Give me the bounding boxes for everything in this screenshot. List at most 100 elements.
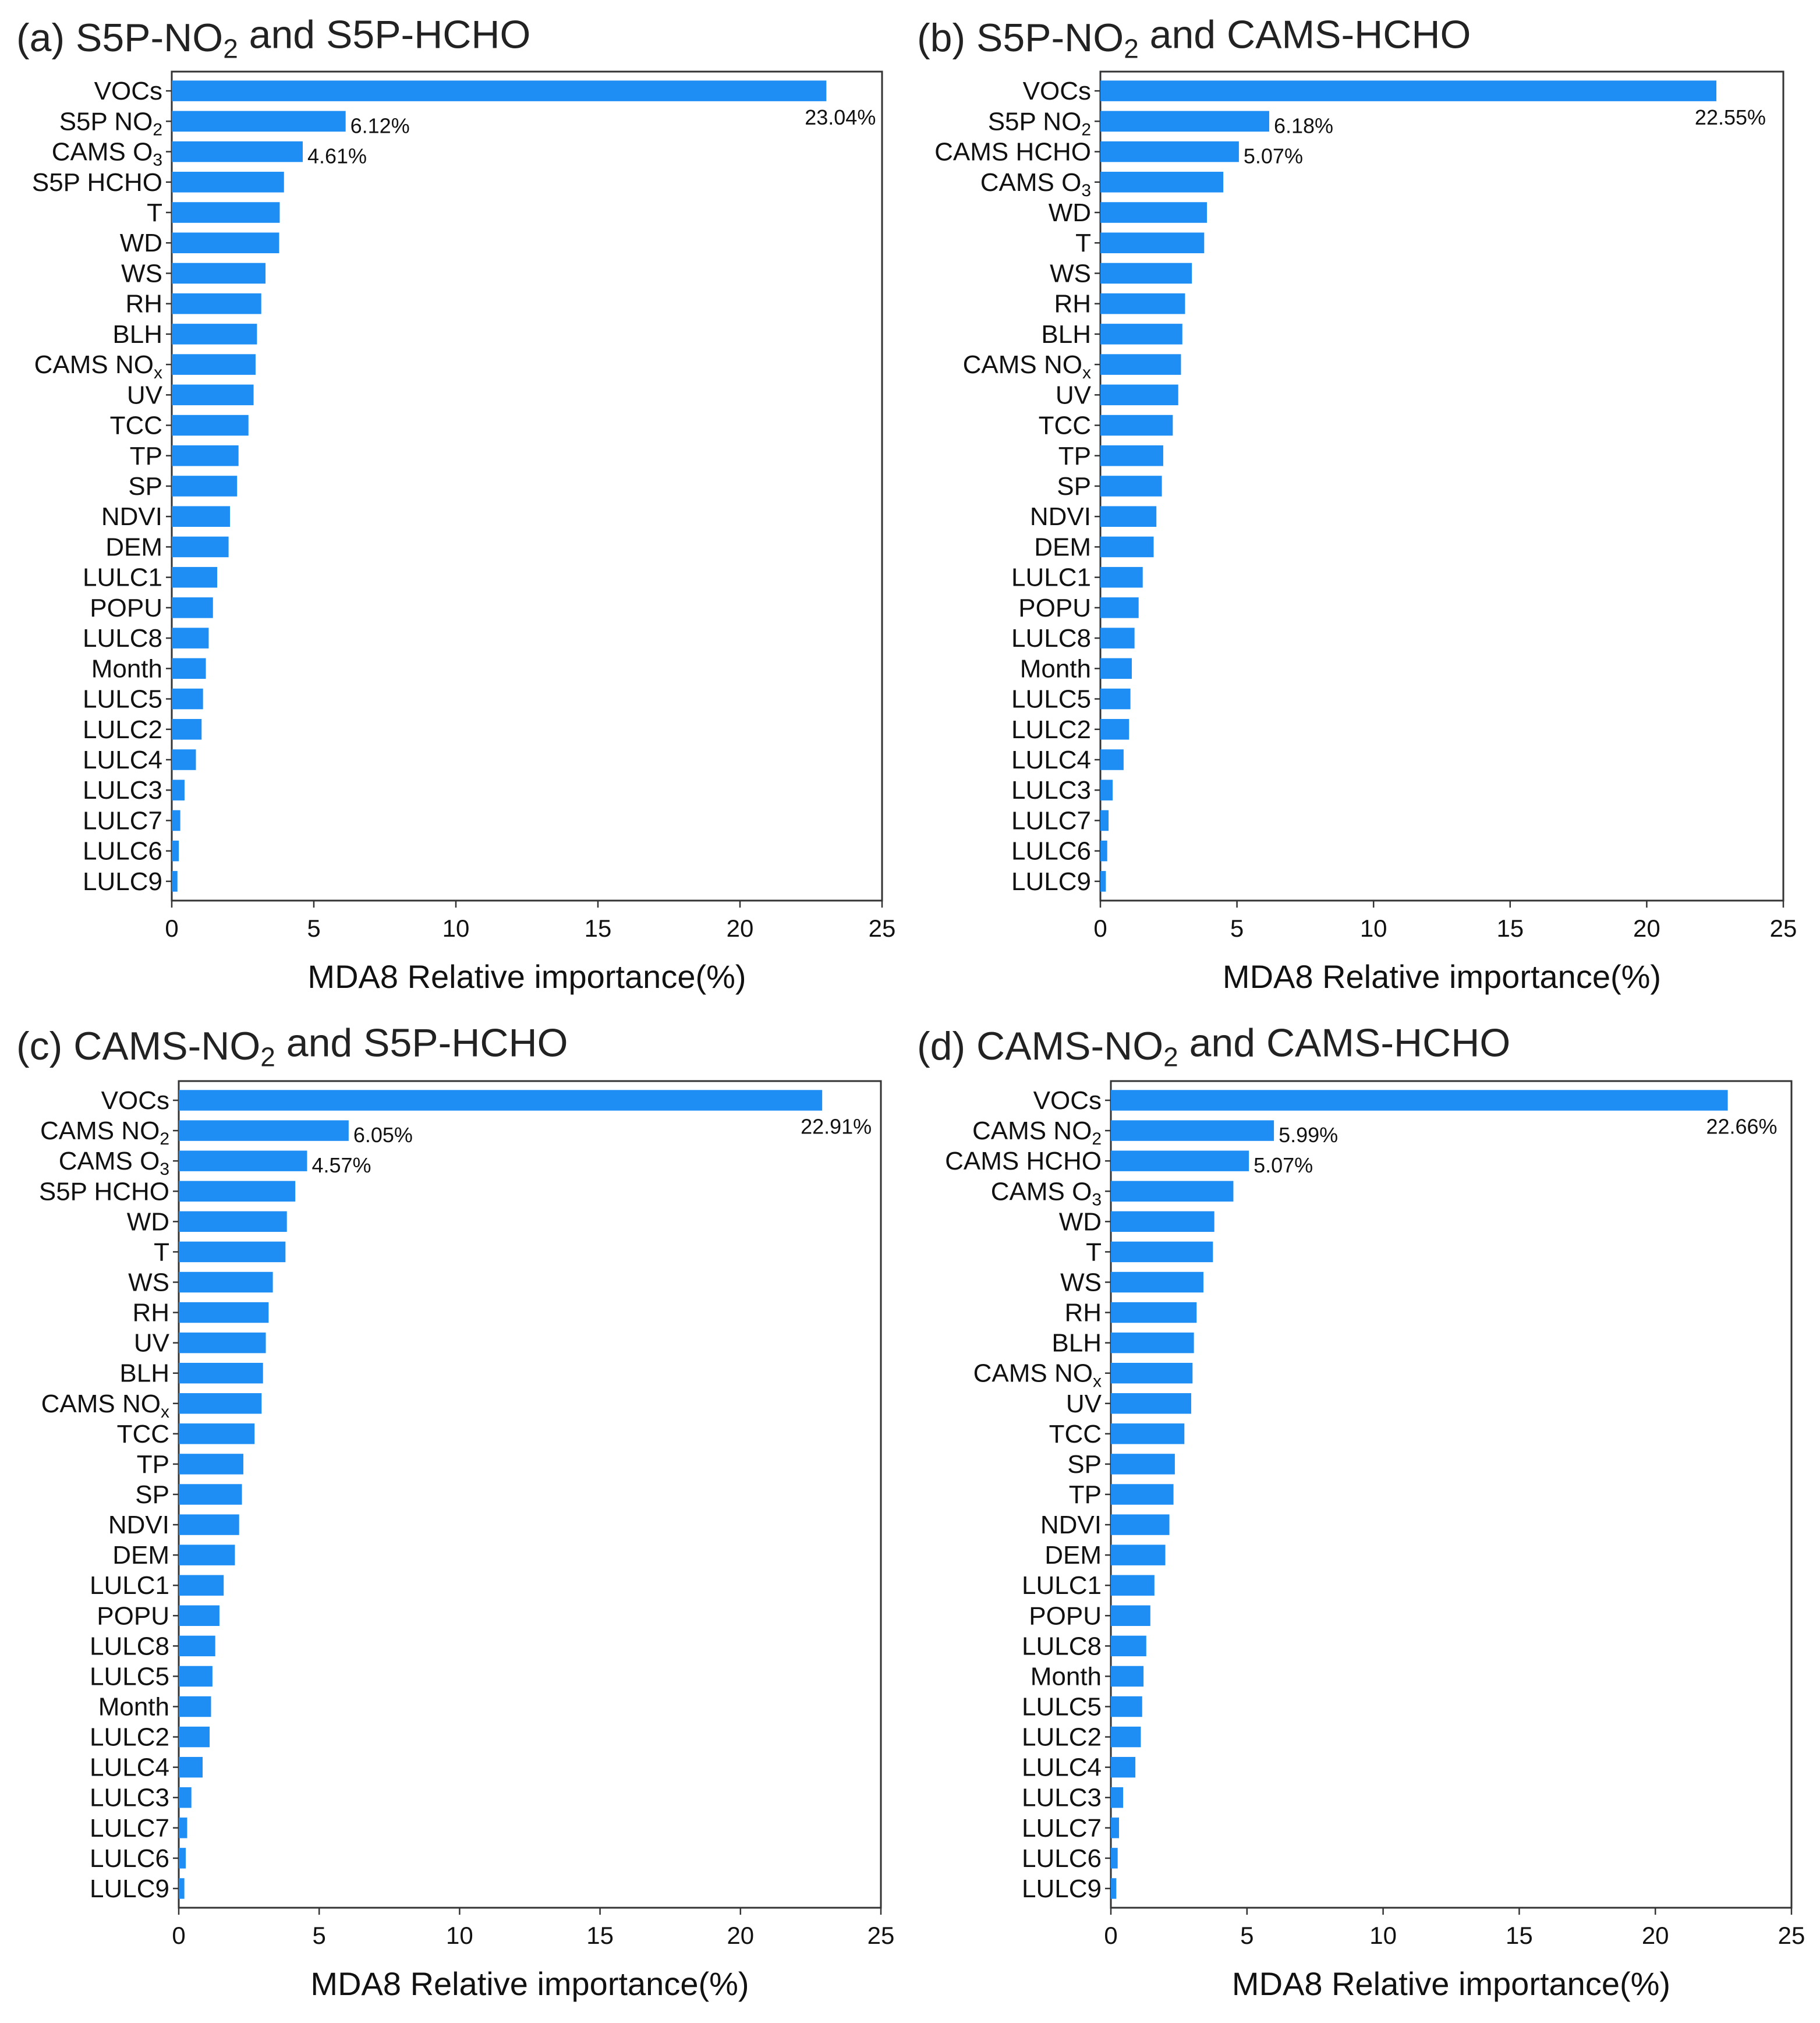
x-tick-label: 15: [1506, 1922, 1533, 1949]
x-tick-label: 25: [869, 915, 896, 942]
bar: [1111, 1271, 1203, 1293]
category-label: DEM: [1034, 533, 1091, 561]
category-label: LULC8: [1011, 624, 1091, 653]
bar: [172, 141, 303, 162]
bar: [1111, 1848, 1118, 1869]
bar: [179, 1454, 243, 1475]
axes-frame: [1110, 1080, 1793, 1909]
category-label: LULC7: [83, 806, 162, 835]
bar: [1100, 111, 1269, 132]
category-label: LULC9: [83, 867, 162, 896]
x-tick-label: 20: [727, 1922, 754, 1949]
x-tick-label: 20: [1642, 1922, 1669, 1949]
category-label: POPU: [90, 594, 162, 622]
bar: [179, 1332, 266, 1354]
bar: [172, 445, 239, 466]
bar: [179, 1362, 263, 1384]
bar: [172, 871, 178, 892]
category-label: BLH: [119, 1359, 169, 1388]
bar: [172, 354, 256, 375]
x-axis-label: MDA8 Relative importance(%): [310, 1965, 749, 2002]
category-label: TP: [137, 1450, 169, 1479]
category-label: NDVI: [108, 1511, 169, 1539]
x-tick-label: 0: [165, 915, 178, 942]
category-label: LULC4: [90, 1753, 169, 1782]
category-label: LULC4: [83, 746, 162, 774]
bar: [1100, 232, 1205, 253]
category-label: POPU: [1029, 1602, 1102, 1630]
category-label: CAMS NOx: [963, 350, 1091, 382]
x-axis-label: MDA8 Relative importance(%): [1232, 1965, 1670, 2002]
category-label: LULC6: [83, 837, 162, 866]
category-label: LULC8: [1022, 1632, 1102, 1660]
category-label: LULC2: [1011, 715, 1091, 744]
bar: [1111, 1878, 1117, 1899]
x-tick-label: 10: [1369, 1922, 1397, 1949]
category-label: TP: [130, 442, 162, 470]
category-label: Month: [1020, 654, 1091, 683]
category-label: S5P HCHO: [39, 1177, 169, 1206]
value-label: 23.04%: [805, 105, 876, 129]
bar: [1111, 1241, 1213, 1263]
bar: [1100, 506, 1157, 527]
category-label: WD: [1059, 1207, 1102, 1236]
bar: [172, 749, 196, 770]
x-tick-label: 15: [586, 1922, 614, 1949]
category-label: CAMS NOx: [41, 1390, 169, 1422]
category-label: Month: [91, 654, 162, 683]
value-label: 22.66%: [1706, 1115, 1777, 1139]
bar: [179, 1271, 273, 1293]
bar: [172, 263, 266, 284]
x-axis-label: MDA8 Relative importance(%): [1223, 958, 1661, 995]
category-label: LULC7: [90, 1814, 169, 1843]
category-label: NDVI: [1030, 502, 1091, 531]
x-tick-label: 0: [1104, 1922, 1117, 1949]
bar: [1100, 384, 1178, 406]
bar: [172, 324, 257, 345]
bar: [1111, 1302, 1197, 1323]
x-tick-label: 5: [1240, 1922, 1254, 1949]
category-label: LULC7: [1022, 1814, 1102, 1843]
category-label: TCC: [1049, 1420, 1102, 1448]
value-label: 5.07%: [1254, 1153, 1313, 1177]
category-label: LULC4: [1011, 746, 1091, 774]
category-label: POPU: [1018, 594, 1091, 622]
bar: [179, 1211, 287, 1232]
x-axis-label: MDA8 Relative importance(%): [307, 958, 746, 995]
bar: [1100, 354, 1181, 375]
bar: [179, 1635, 215, 1657]
category-label: CAMS HCHO: [934, 138, 1091, 166]
axes-frame: [171, 70, 883, 902]
bar: [179, 1666, 213, 1687]
category-label: VOCs: [1023, 77, 1091, 105]
bar: [1100, 719, 1129, 740]
bar: [1100, 871, 1106, 892]
bar: [179, 1696, 211, 1717]
category-label: T: [154, 1238, 169, 1266]
category-label: LULC8: [90, 1632, 169, 1660]
bar: [1100, 597, 1139, 618]
x-tick-label: 0: [172, 1922, 185, 1949]
category-label: BLH: [1051, 1329, 1102, 1358]
bar: [1100, 293, 1185, 314]
bar: [1111, 1211, 1214, 1232]
bar: [179, 1150, 307, 1171]
bar: [1100, 749, 1124, 770]
bar: [179, 1484, 242, 1505]
category-label: TCC: [1039, 412, 1091, 440]
bar: [1111, 1090, 1728, 1111]
category-label: CAMS NO2: [972, 1117, 1102, 1149]
bar: [1111, 1150, 1249, 1171]
bar: [179, 1544, 235, 1565]
category-label: CAMS NOx: [973, 1359, 1102, 1391]
category-label: NDVI: [101, 502, 162, 531]
bar: [1100, 566, 1143, 588]
x-tick-label: 25: [867, 1922, 895, 1949]
category-label: S5P HCHO: [32, 168, 162, 197]
bar: [179, 1423, 255, 1444]
category-label: LULC5: [83, 685, 162, 714]
bar: [1111, 1332, 1194, 1354]
category-label: VOCs: [94, 77, 162, 105]
